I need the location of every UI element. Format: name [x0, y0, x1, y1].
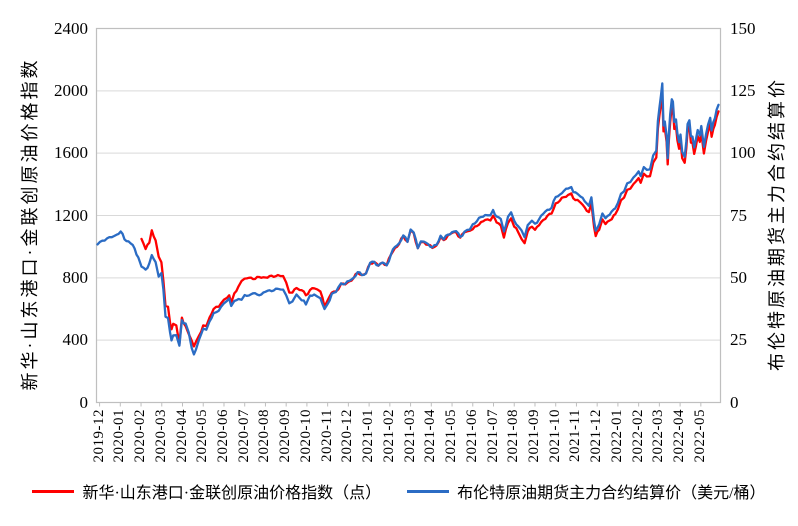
- x-axis-tick-label: 2021-07: [484, 409, 501, 463]
- x-axis-tick-label: 2022-02: [629, 409, 646, 463]
- x-axis-tick-label: 2020-07: [235, 409, 252, 463]
- legend-item-label: 新华·山东港口·金联创原油价格指数（点）: [82, 485, 382, 502]
- x-axis-tick-label: 2021-05: [443, 409, 460, 463]
- x-axis-tick-label: 2020-09: [277, 409, 294, 463]
- x-axis-tick-label: 2020-10: [297, 409, 314, 463]
- legend-item: 新华·山东港口·金联创原油价格指数（点）: [32, 479, 381, 503]
- left-axis-tick-label: 400: [62, 330, 89, 350]
- right-axis-tick-label: 25: [730, 330, 747, 350]
- legend: 新华·山东港口·金联创原油价格指数（点） 布伦特原油期货主力合约结算价（美元/桶）: [0, 477, 798, 505]
- x-axis-tick-label: 2021-02: [380, 409, 397, 463]
- x-axis-tick-label: 2022-01: [608, 409, 625, 463]
- left-axis-tick-label: 2000: [54, 80, 88, 100]
- left-axis-tick-label: 800: [62, 267, 89, 287]
- x-axis-tick-label: 2022-03: [650, 409, 667, 463]
- x-axis-tick-label: 2021-11: [567, 409, 584, 462]
- x-axis-tick-label: 2020-02: [132, 409, 149, 463]
- series-line-brent: [96, 82, 720, 356]
- x-axis-tick-label: 2021-01: [360, 409, 377, 463]
- right-axis-tick-label: 125: [730, 80, 756, 100]
- legend-item: 布伦特原油期货主力合约结算价（美元/桶）: [407, 479, 766, 503]
- series-line-index: [140, 96, 720, 348]
- left-axis-tick-label: 2400: [54, 18, 88, 38]
- left-axis-tick-label: 0: [79, 392, 89, 412]
- right-axis-tick-label: 75: [730, 205, 747, 225]
- x-axis-tick-label: 2022-05: [691, 409, 708, 463]
- x-axis-tick-label: 2021-06: [463, 409, 480, 463]
- legend-line-swatch: [407, 489, 450, 493]
- x-axis-tick-label: 2020-05: [194, 409, 211, 463]
- x-axis-tick-label: 2020-08: [256, 409, 273, 463]
- right-axis-tick-label: 150: [730, 18, 756, 38]
- right-axis-tick-label: 0: [730, 392, 739, 412]
- x-axis-tick-label: 2020-11: [318, 409, 335, 462]
- x-axis-tick-label: 2020-12: [339, 409, 356, 463]
- x-axis-tick-label: 2020-04: [173, 409, 190, 463]
- legend-item-label: 布伦特原油期货主力合约结算价（美元/桶）: [457, 485, 766, 502]
- x-axis-tick-label: 2020-03: [152, 409, 169, 463]
- right-axis-tick-label: 50: [730, 267, 747, 287]
- x-axis-tick-label: 2021-12: [588, 409, 605, 463]
- x-axis-tick-label: 2022-04: [671, 409, 688, 463]
- left-axis-tick-label: 1600: [54, 143, 88, 163]
- legend-line-swatch: [32, 489, 75, 493]
- plot-border: [95, 27, 722, 404]
- right-axis-tick-label: 100: [730, 143, 756, 163]
- x-axis-tick-label: 2021-10: [546, 409, 563, 463]
- x-axis-tick-label: 2019-12: [90, 409, 107, 463]
- x-axis-tick-label: 2021-09: [525, 409, 542, 463]
- x-axis-tick-label: 2021-08: [505, 409, 522, 463]
- left-axis-tick-label: 1200: [54, 205, 88, 225]
- x-axis-tick-label: 2020-06: [214, 409, 231, 463]
- x-axis-tick-label: 2021-03: [401, 409, 418, 463]
- x-axis-tick-label: 2020-01: [111, 409, 128, 463]
- x-axis-tick-label: 2021-04: [422, 409, 439, 463]
